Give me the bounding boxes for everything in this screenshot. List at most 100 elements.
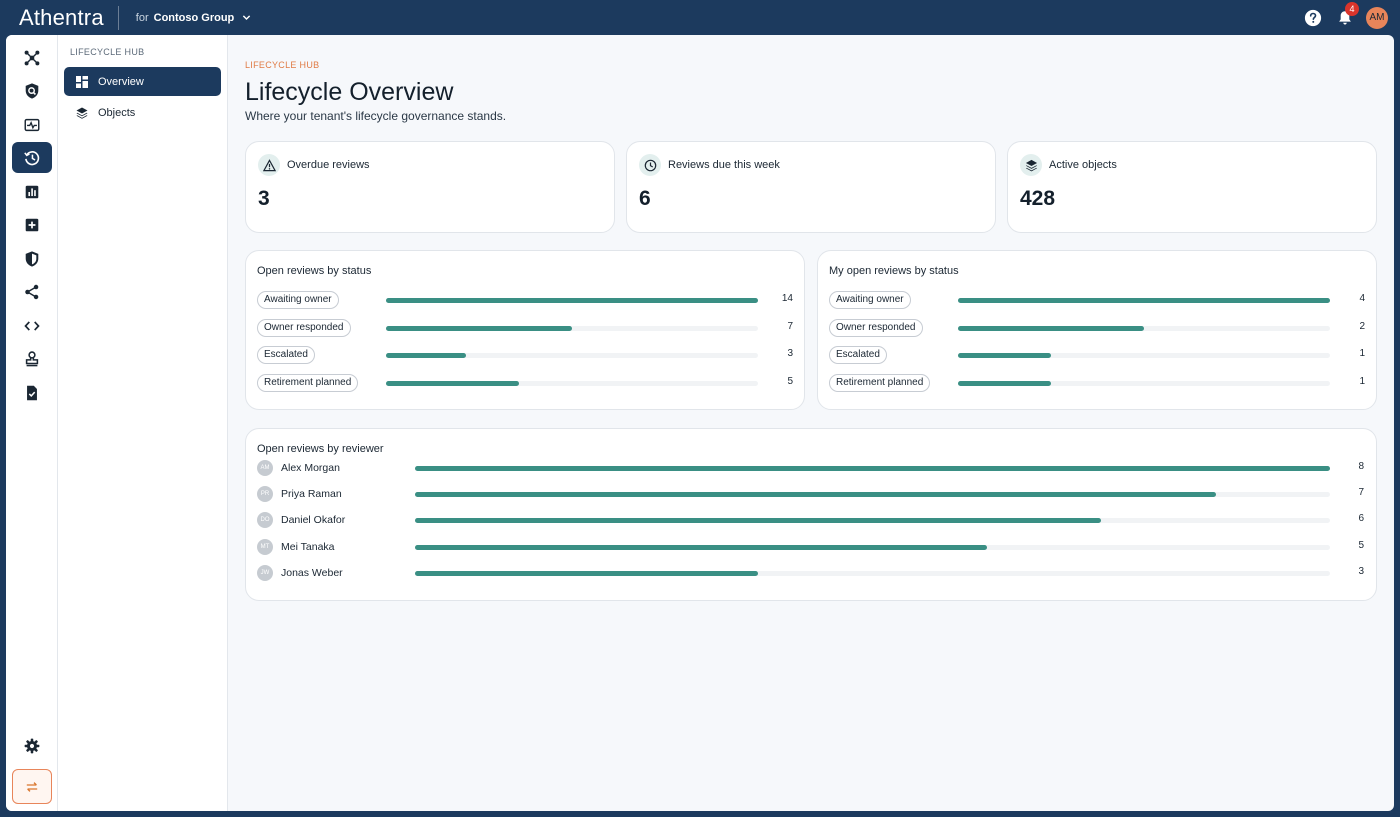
help-icon[interactable] — [1304, 9, 1322, 27]
progress-fill — [386, 353, 466, 359]
reviewer-name: Daniel Okafor — [281, 514, 346, 527]
status-row[interactable]: Retirement planned 5 — [257, 374, 793, 393]
status-row[interactable]: Retirement planned 1 — [829, 374, 1365, 393]
status-pill: Owner responded — [829, 318, 923, 337]
progress-fill — [958, 353, 1051, 359]
rail-item-share[interactable] — [12, 276, 52, 307]
layers-icon — [1025, 159, 1037, 171]
progress-track — [386, 353, 758, 359]
card-title: Open reviews by status — [257, 265, 372, 277]
subnav-item-overview[interactable]: Overview — [64, 67, 221, 96]
settings-gear-icon — [24, 738, 40, 753]
status-row[interactable]: Owner responded 7 — [257, 318, 793, 337]
user-avatar[interactable]: AM — [1366, 6, 1388, 29]
document-check-icon — [27, 385, 37, 400]
top-bar: Athentra for Contoso Group 4 AM — [0, 0, 1400, 35]
rail-item-reports[interactable] — [12, 176, 52, 207]
lifecycle-history-icon — [24, 150, 40, 165]
reviewer-row[interactable]: PR Priya Raman 7 — [257, 485, 1364, 503]
reviewer-avatar: JW — [257, 564, 273, 581]
status-row[interactable]: Escalated 1 — [829, 346, 1365, 365]
progress-fill — [386, 381, 519, 387]
status-pill: Awaiting owner — [257, 291, 339, 309]
subnav-title: LIFECYCLE HUB — [70, 47, 145, 57]
clock-icon — [644, 159, 656, 171]
status-pill: Awaiting owner — [829, 291, 911, 309]
icon-rail — [6, 35, 58, 811]
tenant-prefix: for — [135, 11, 149, 24]
subnav-item-label: Objects — [98, 106, 136, 119]
stat-label: Reviews due this week — [668, 159, 780, 171]
rail-item-code[interactable] — [12, 310, 52, 341]
brand-logo[interactable]: Athentra — [19, 4, 104, 30]
share-icon — [25, 284, 39, 299]
stat-icon-wrap — [1020, 154, 1042, 176]
status-count: 5 — [787, 376, 793, 388]
breadcrumb: LIFECYCLE HUB — [245, 60, 320, 70]
card-title: Open reviews by reviewer — [257, 443, 384, 455]
rail-item-activity[interactable] — [12, 109, 52, 140]
notifications-button[interactable]: 4 — [1336, 1, 1359, 27]
reviewer-name: Mei Tanaka — [281, 540, 335, 553]
hub-network-icon — [24, 50, 40, 65]
reviewer-name: Alex Morgan — [281, 462, 340, 474]
rail-item-hub[interactable] — [12, 42, 52, 73]
status-row[interactable]: Awaiting owner 14 — [257, 291, 793, 309]
rail-item-settings[interactable] — [12, 730, 52, 761]
status-pill: Retirement planned — [829, 374, 931, 393]
rail-item-shield-search[interactable] — [12, 75, 52, 106]
reviewer-count: 8 — [1358, 461, 1364, 472]
rail-item-stamp[interactable] — [12, 343, 52, 374]
sub-navigation: LIFECYCLE HUB Overview Objects — [58, 35, 228, 811]
status-row[interactable]: Owner responded 2 — [829, 318, 1365, 337]
progress-fill — [386, 298, 758, 303]
tenant-name: Contoso Group — [153, 11, 235, 24]
reviewer-row[interactable]: DO Daniel Okafor 6 — [257, 511, 1364, 529]
warning-triangle-icon — [262, 158, 276, 171]
subnav-item-label: Overview — [98, 75, 144, 88]
status-count: 1 — [1359, 376, 1365, 388]
reviewer-count: 7 — [1358, 487, 1364, 499]
reviewer-avatar: MT — [257, 538, 273, 555]
subnav-item-objects[interactable]: Objects — [64, 98, 221, 127]
chevron-down-icon — [243, 15, 251, 21]
progress-track — [415, 570, 1330, 576]
tenant-switcher[interactable]: for Contoso Group — [136, 12, 252, 24]
stat-label: Overdue reviews — [287, 159, 370, 171]
rail-item-security[interactable] — [12, 243, 52, 274]
progress-track — [958, 298, 1330, 303]
status-count: 4 — [1359, 293, 1365, 304]
stat-card-active-objects: Active objects 428 — [1007, 141, 1377, 233]
progress-track — [415, 518, 1330, 524]
progress-fill — [958, 298, 1330, 303]
my-open-reviews-by-status-card: My open reviews by status Awaiting owner… — [817, 250, 1377, 410]
switch-view-button[interactable] — [12, 769, 52, 804]
app-frame: LIFECYCLE HUB Overview Objects LIFECYCLE… — [6, 35, 1394, 811]
dashboard-grid-icon — [76, 75, 88, 88]
reviewer-row[interactable]: AM Alex Morgan 8 — [257, 459, 1364, 477]
rail-item-lifecycle[interactable] — [12, 142, 52, 173]
status-row[interactable]: Awaiting owner 4 — [829, 291, 1365, 309]
reviewer-row[interactable]: JW Jonas Weber 3 — [257, 564, 1364, 582]
progress-fill — [958, 381, 1051, 387]
rail-item-document-check[interactable] — [12, 377, 52, 408]
stat-icon-wrap — [258, 154, 280, 176]
progress-track — [958, 381, 1330, 387]
reviewer-count: 3 — [1358, 565, 1364, 577]
progress-track — [386, 381, 758, 387]
reviewer-avatar: AM — [257, 460, 273, 476]
progress-fill — [415, 570, 759, 576]
status-count: 14 — [781, 293, 793, 304]
progress-track — [958, 353, 1330, 359]
reviewer-count: 6 — [1358, 513, 1364, 525]
stat-label: Active objects — [1049, 159, 1117, 171]
page-subtitle: Where your tenant's lifecycle governance… — [245, 109, 507, 123]
status-count: 1 — [1359, 348, 1365, 360]
switch-arrows-icon — [26, 781, 38, 792]
notification-count-badge: 4 — [1345, 1, 1359, 16]
stat-value: 6 — [639, 187, 651, 210]
status-row[interactable]: Escalated 3 — [257, 346, 793, 365]
status-count: 7 — [787, 320, 793, 332]
rail-item-add[interactable] — [12, 209, 52, 240]
reviewer-row[interactable]: MT Mei Tanaka 5 — [257, 538, 1364, 556]
